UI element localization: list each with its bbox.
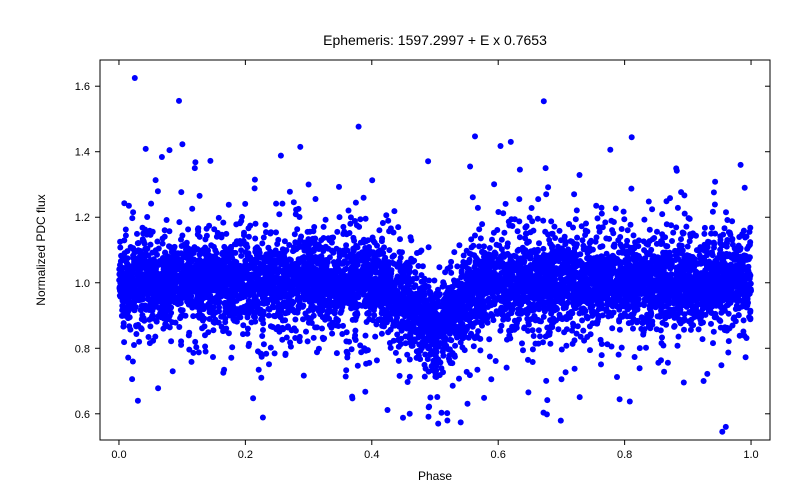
y-tick-label: 0.8 bbox=[75, 343, 90, 355]
y-tick-label: 1.4 bbox=[75, 147, 90, 159]
data-points bbox=[116, 75, 754, 435]
y-tick-label: 1.2 bbox=[75, 212, 90, 224]
x-axis-label: Phase bbox=[418, 469, 452, 483]
y-axis-label: Normalized PDC flux bbox=[34, 194, 48, 305]
x-tick-label: 0.6 bbox=[491, 449, 506, 461]
y-tick-label: 1.0 bbox=[75, 278, 90, 290]
x-tick-label: 0.0 bbox=[111, 449, 126, 461]
chart-title: Ephemeris: 1597.2997 + E x 0.7653 bbox=[323, 32, 547, 48]
scatter-chart: 0.0 0.2 0.4 0.6 0.8 1.0 0.6 0.8 1.0 1.2 1.4 1.6 Phas… bbox=[0, 0, 800, 500]
x-tick-label: 0.4 bbox=[364, 449, 379, 461]
x-tick-label: 0.8 bbox=[617, 449, 632, 461]
y-tick-label: 1.6 bbox=[75, 81, 90, 93]
x-tick-label: 1.0 bbox=[743, 449, 758, 461]
chart-svg: 0.0 0.2 0.4 0.6 0.8 1.0 0.6 0.8 1.0 1.2 1.4 1.6 Phas… bbox=[0, 0, 800, 500]
x-tick-label: 0.2 bbox=[238, 449, 253, 461]
y-tick-label: 0.6 bbox=[75, 409, 90, 421]
